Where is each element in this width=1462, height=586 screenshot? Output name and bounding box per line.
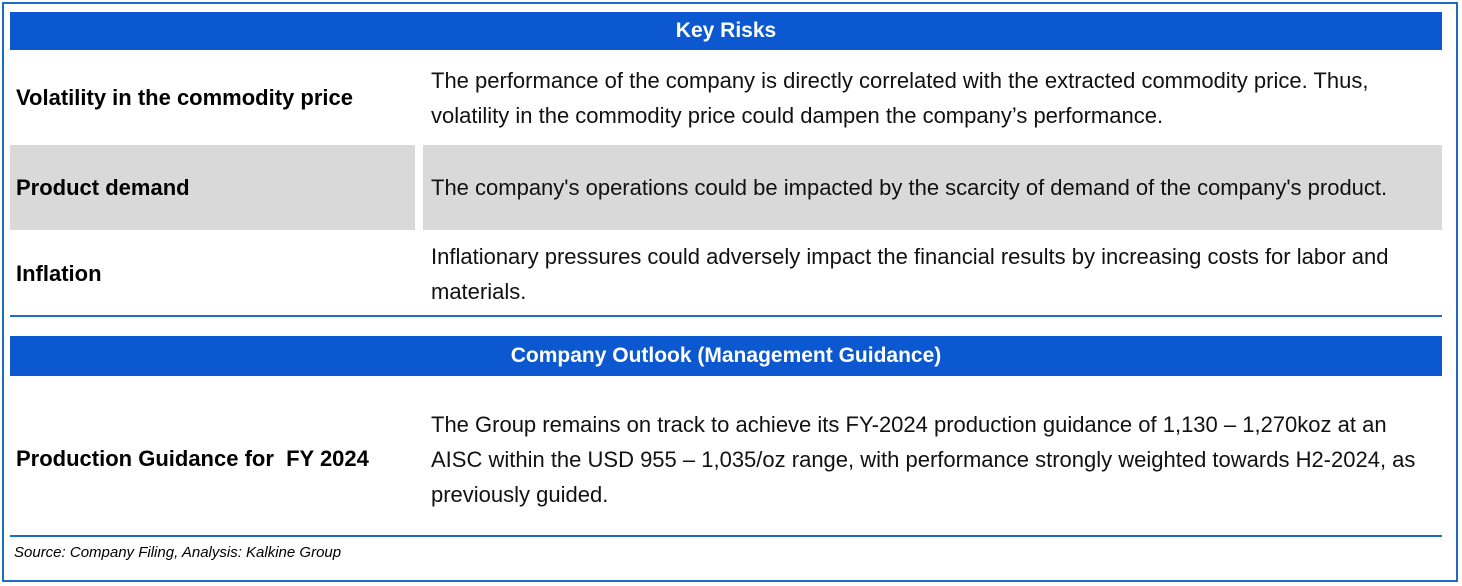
outlook-description-text: The Group remains on track to achieve it… — [431, 411, 1416, 507]
outlook-label: Production Guidance for FY 2024 — [16, 446, 369, 471]
outlook-header: Company Outlook (Management Guidance) — [10, 336, 1442, 376]
risk-label: Volatility in the commodity price — [16, 84, 353, 110]
risk-label: Inflation — [16, 261, 102, 286]
risk-description: The company's operations could be impact… — [423, 145, 1442, 230]
source-note: Source: Company Filing, Analysis: Kalkin… — [14, 544, 342, 561]
outlook-title: Company Outlook (Management Guidance) — [510, 344, 942, 367]
risk-row: Volatility in the commodity price The pe… — [10, 56, 1442, 139]
risk-description-text: The company's operations could be impact… — [431, 175, 1388, 200]
risk-description: The performance of the company is direct… — [423, 56, 1442, 139]
section-divider — [10, 315, 1442, 317]
outlook-row: Production Guidance for FY 2024 The Grou… — [10, 384, 1442, 534]
outlook-description: The Group remains on track to achieve it… — [423, 384, 1442, 534]
risk-description-text: The performance of the company is direct… — [431, 67, 1369, 128]
risk-description-text: Inflationary pressures could adversely i… — [431, 244, 1389, 304]
footer-divider — [10, 535, 1442, 537]
risk-row: Inflation Inflationary pressures could a… — [10, 234, 1442, 314]
key-risks-header: Key Risks — [10, 12, 1442, 50]
risk-row: Product demand The company's operations … — [10, 145, 1442, 230]
risk-description: Inflationary pressures could adversely i… — [423, 234, 1442, 314]
key-risks-title: Key Risks — [675, 19, 777, 42]
risk-label: Product demand — [10, 145, 415, 230]
